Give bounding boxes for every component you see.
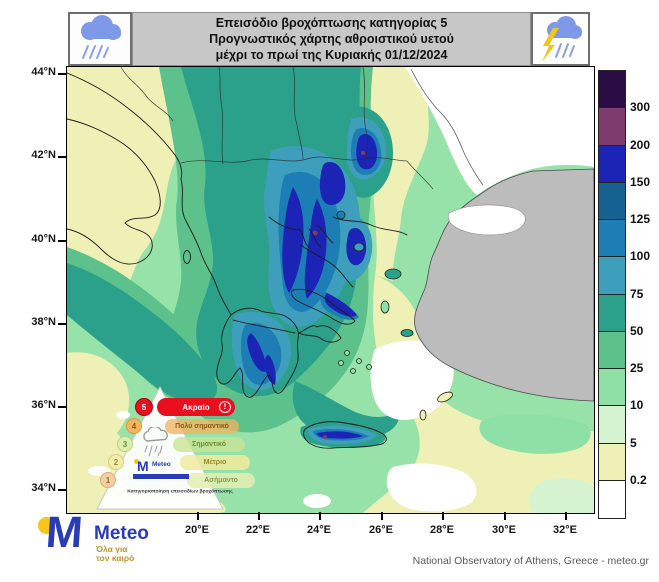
- mini-logo-name: Meteo: [152, 461, 171, 468]
- lon-tick-label: 20°E: [185, 524, 209, 536]
- lat-tick-label: 38°N: [31, 316, 56, 328]
- colorbar-tick-label: 50: [630, 323, 644, 338]
- lon-tick-label: 30°E: [492, 524, 516, 536]
- precip-navy-layer: [247, 133, 378, 439]
- lat-tick: [58, 489, 66, 491]
- colorbar-tick-label: 200: [630, 137, 651, 152]
- lightning-bolt: [542, 28, 559, 62]
- attribution-text: National Observatory of Athens, Greece -…: [412, 555, 649, 567]
- sea-of-marmara: [447, 204, 526, 236]
- category-2-circle: 2: [108, 454, 124, 470]
- precip-extreme-dots: [312, 151, 365, 439]
- lat-tick-label: 36°N: [31, 399, 56, 411]
- colorbar-segment: [599, 182, 625, 220]
- category-1-circle: 1: [100, 472, 116, 488]
- category-4-circle: 4: [126, 418, 142, 434]
- storm-cloud-glyph: [542, 16, 582, 62]
- title-line-2: Προγνωστικός χάρτης αθροιστικού υετού: [209, 32, 454, 46]
- exclamation-badge: !: [219, 400, 231, 413]
- colorbar-tick-label: 0.2: [630, 472, 647, 487]
- colorbar-tick-label: 10: [630, 398, 644, 413]
- lon-tick-label: 26°E: [369, 524, 393, 536]
- colorbar-tick-label: 25: [630, 361, 644, 375]
- mini-meteo-logo: M Meteo: [133, 459, 223, 479]
- lat-tick-label: 44°N: [31, 66, 56, 78]
- colorbar-segment: [599, 294, 625, 332]
- lon-tick: [197, 512, 199, 520]
- colorbar-tick-label: 125: [630, 212, 651, 226]
- mini-logo-dot: [134, 459, 139, 464]
- precipitation-map-canvas: [67, 67, 594, 513]
- lon-tick-label: 22°E: [246, 524, 270, 536]
- lon-tick: [565, 512, 567, 520]
- category-5-circle: 5: [135, 398, 153, 416]
- colorbar-tick-label: 100: [630, 249, 651, 264]
- lat-tick: [58, 156, 66, 158]
- zero-precip-layer: [88, 67, 594, 512]
- colorbar-segment: [599, 220, 625, 258]
- title-line-1: Επεισόδιο βροχόπτωσης κατηγορίας 5: [215, 16, 448, 30]
- colorbar-segment: [599, 257, 625, 295]
- map-title: Επεισόδιο βροχόπτωσης κατηγορίας 5 Προγν…: [132, 12, 531, 66]
- coastlines: [67, 72, 408, 449]
- mini-logo-banner: [133, 474, 189, 479]
- precipitation-colorbar: [598, 70, 626, 519]
- lat-tick-label: 42°N: [31, 149, 56, 161]
- lat-tick-label: 40°N: [31, 233, 56, 245]
- category-5-label: Ακραίο: [182, 402, 210, 412]
- rain-cloud-glyph: [81, 15, 121, 59]
- meteo-logo-tagline: Όλα για τον καιρό: [96, 544, 135, 563]
- colorbar-tick-label: 150: [630, 174, 651, 189]
- colorbar-segment: [599, 480, 625, 518]
- lon-tick: [504, 512, 506, 520]
- category-1-pill: Ασήμαντο: [187, 473, 255, 488]
- category-4-pill: Πολύ σημαντικό: [165, 419, 239, 434]
- colorbar-tick-label: 5: [630, 435, 637, 450]
- lat-tick: [58, 406, 66, 408]
- lat-tick: [58, 323, 66, 325]
- lon-tick: [442, 512, 444, 520]
- colorbar-segment: [599, 108, 625, 146]
- meteo-logo-name: Meteo: [94, 523, 149, 544]
- lat-tick: [58, 240, 66, 242]
- category-3-circle: 3: [117, 436, 133, 452]
- colorbar-segment: [599, 331, 625, 369]
- lon-tick: [319, 512, 321, 520]
- colorbar-tick-label: 300: [630, 100, 651, 115]
- colorbar-segment: [599, 406, 625, 444]
- precipitation-map: [66, 66, 595, 514]
- lat-tick-label: 34°N: [31, 482, 56, 494]
- meteo-logo-m: M: [44, 508, 85, 557]
- category-5-pill: Ακραίο !: [157, 398, 235, 416]
- colorbar-segment: [599, 443, 625, 481]
- colorbar-segment: [599, 369, 625, 407]
- colorbar-segment: [599, 145, 625, 183]
- lon-tick-label: 32°E: [553, 524, 577, 536]
- lat-tick: [58, 73, 66, 75]
- lon-tick: [381, 512, 383, 520]
- meteo-logo-dot: [38, 517, 55, 534]
- country-borders: [120, 67, 484, 190]
- rain-cloud-outline-icon: [143, 427, 168, 457]
- title-line-3: μέχρι το πρωί της Κυριακής 01/12/2024: [215, 48, 448, 62]
- mini-logo-m: M: [137, 458, 149, 474]
- lon-tick: [258, 512, 260, 520]
- no-data-region-turkey: [414, 168, 594, 402]
- colorbar-tick-label: 75: [630, 286, 644, 301]
- category-2-pill: Μέτριο: [180, 455, 250, 470]
- pyramid-caption: Κατηγοριοποίηση επεισοδίων βροχόπτωσης: [127, 489, 233, 494]
- rain-cloud-icon: [68, 12, 132, 66]
- colorbar-segment: [599, 71, 625, 109]
- lon-tick-label: 28°E: [430, 524, 454, 536]
- aegean-islands: [336, 210, 453, 421]
- se-light-green-patches: [479, 414, 594, 513]
- category-3-pill: Σημαντικό: [173, 437, 245, 452]
- storm-cloud-lightning-icon: [531, 12, 590, 66]
- lon-tick-label: 24°E: [307, 524, 331, 536]
- rainfall-category-pyramid: 5 Ακραίο ! 4 Πολύ σημαντικό 3 Σημαντικό …: [95, 385, 265, 512]
